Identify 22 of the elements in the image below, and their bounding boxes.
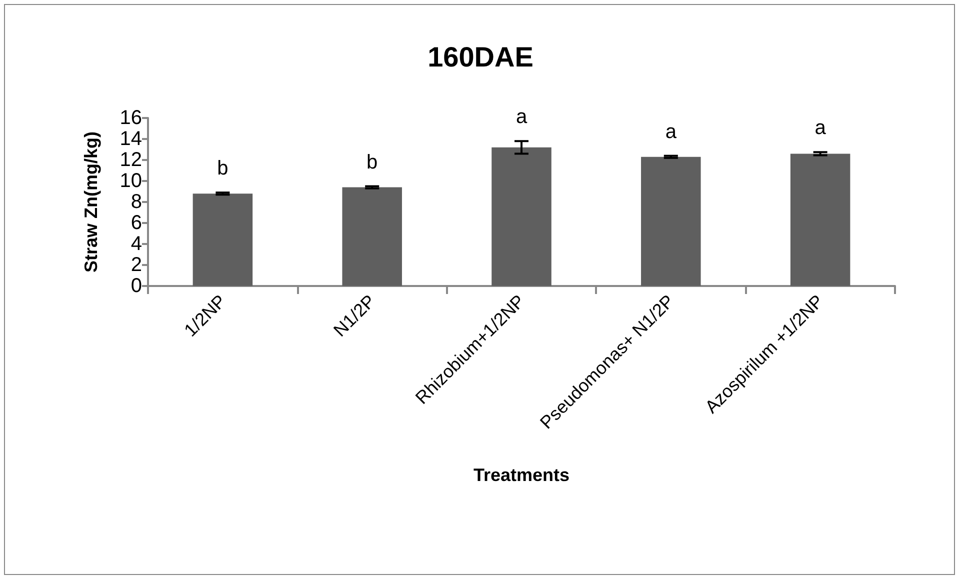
y-tick-label: 0	[130, 275, 142, 297]
y-tick-label: 10	[120, 170, 142, 192]
bar	[790, 154, 850, 286]
annotation: b	[366, 151, 378, 174]
y-axis-title: Straw Zn(mg/kg)	[81, 131, 101, 273]
chart-title: 160DAE	[428, 42, 534, 72]
annotation: b	[217, 158, 228, 180]
y-tick-label: 16	[120, 107, 142, 129]
annotation: a	[665, 120, 678, 143]
annotation: a	[814, 117, 827, 140]
y-tick-label: 12	[120, 149, 142, 171]
bar	[342, 187, 402, 286]
x-axis-title: Treatments	[473, 465, 570, 485]
y-tick-label: 2	[130, 254, 142, 276]
y-tick-label: 14	[120, 128, 142, 150]
bar	[492, 147, 552, 286]
annotation: a	[516, 106, 528, 128]
bar	[192, 194, 253, 286]
y-tick-label: 8	[130, 191, 142, 213]
y-tick-label: 6	[130, 212, 142, 234]
bar	[641, 156, 701, 286]
y-tick-label: 4	[130, 233, 142, 255]
